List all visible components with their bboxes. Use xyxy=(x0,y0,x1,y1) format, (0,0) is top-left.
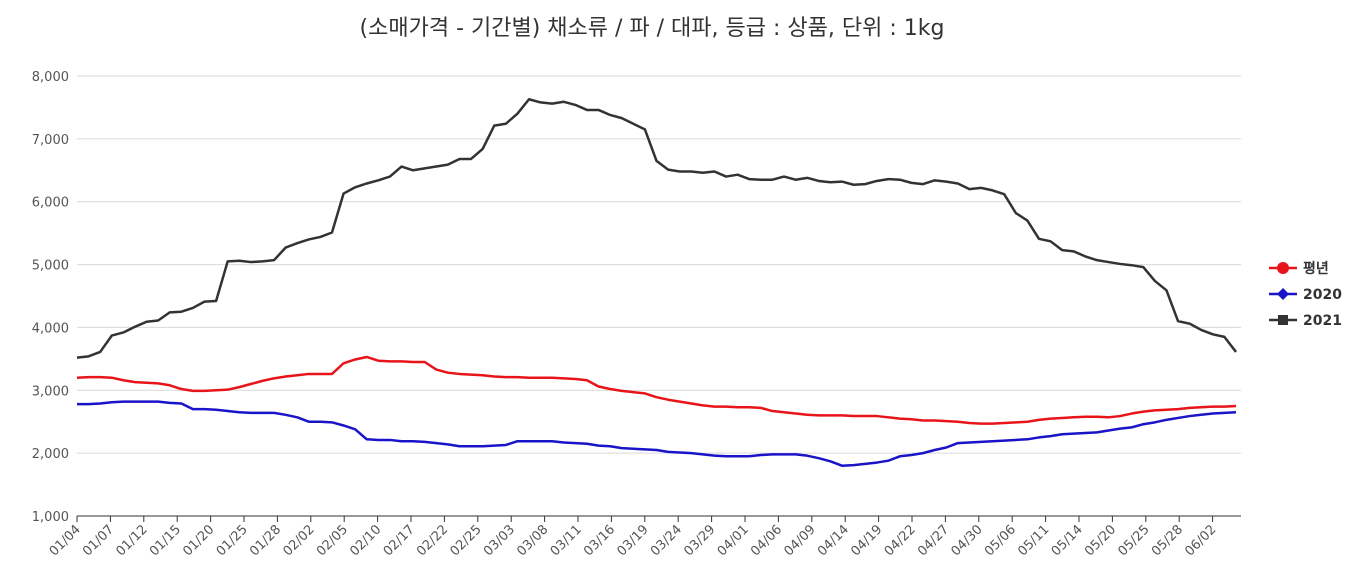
x-tick-label: 03/11 xyxy=(548,522,585,559)
x-tick-label: 03/19 xyxy=(615,522,652,559)
x-tick-label: 04/01 xyxy=(715,522,752,559)
x-tick-label: 02/05 xyxy=(314,522,351,559)
x-tick-label: 02/10 xyxy=(347,522,384,559)
x-axis-ticks: 01/0401/0701/1201/1501/2001/2501/2802/02… xyxy=(47,516,1219,559)
y-tick-label: 2,000 xyxy=(32,447,69,462)
x-tick-label: 06/02 xyxy=(1182,522,1219,559)
x-tick-label: 03/03 xyxy=(481,522,518,559)
legend-item[interactable]: 2021 xyxy=(1269,313,1342,329)
series-line-2021 xyxy=(76,98,1237,359)
x-tick-label: 03/16 xyxy=(581,522,618,559)
x-tick-label: 01/07 xyxy=(80,522,117,559)
legend-marker-circle xyxy=(1277,262,1289,274)
x-tick-label: 04/27 xyxy=(915,522,952,559)
x-tick-label: 04/06 xyxy=(748,522,785,559)
series-line-2020 xyxy=(77,400,1237,467)
y-tick-label: 1,000 xyxy=(32,510,69,525)
x-tick-label: 05/25 xyxy=(1116,522,1153,559)
x-tick-label: 04/19 xyxy=(848,522,885,559)
legend-item[interactable]: 평년 xyxy=(1269,260,1329,277)
series-line-평년 xyxy=(76,355,1237,425)
legend-label: 2020 xyxy=(1303,287,1342,303)
x-tick-label: 05/20 xyxy=(1082,522,1119,559)
x-tick-label: 01/25 xyxy=(214,522,251,559)
legend-label: 평년 xyxy=(1303,260,1329,277)
y-axis-ticks: 1,000 2,000 3,000 4,000 5,000 6,000 7,000 8,000 xyxy=(32,70,69,525)
x-tick-label: 03/08 xyxy=(514,522,551,559)
series-lines xyxy=(76,98,1237,467)
x-tick-label: 02/25 xyxy=(448,522,485,559)
x-tick-label: 04/30 xyxy=(949,522,986,559)
x-tick-label: 05/11 xyxy=(1015,522,1052,559)
chart-title: (소매가격 - 기간별) 채소류 / 파 / 대파, 등급 : 상품, 단위 :… xyxy=(360,16,945,41)
x-tick-label: 05/06 xyxy=(982,522,1019,559)
y-tick-label: 6,000 xyxy=(32,196,69,211)
x-tick-label: 01/15 xyxy=(147,522,184,559)
legend-marker-square xyxy=(1278,315,1288,325)
y-tick-label: 7,000 xyxy=(32,133,69,148)
y-tick-label: 4,000 xyxy=(32,321,69,336)
x-tick-label: 01/04 xyxy=(47,522,84,559)
x-tick-label: 02/22 xyxy=(414,522,451,559)
x-tick-label: 02/17 xyxy=(381,522,418,559)
y-tick-label: 3,000 xyxy=(32,384,69,399)
grid-lines xyxy=(77,75,1241,517)
x-tick-label: 01/28 xyxy=(247,522,284,559)
legend-label: 2021 xyxy=(1303,313,1342,329)
x-tick-label: 04/14 xyxy=(815,522,852,559)
x-tick-label: 05/28 xyxy=(1149,522,1186,559)
legend: 평년 2020 2021 xyxy=(1269,260,1342,329)
y-tick-label: 5,000 xyxy=(32,259,69,274)
y-tick-label: 8,000 xyxy=(32,70,69,85)
x-tick-label: 03/29 xyxy=(681,522,718,559)
x-tick-label: 01/20 xyxy=(180,522,217,559)
x-tick-label: 02/02 xyxy=(281,522,318,559)
x-tick-label: 05/14 xyxy=(1049,522,1086,559)
legend-item[interactable]: 2020 xyxy=(1269,287,1342,303)
x-tick-label: 01/12 xyxy=(114,522,151,559)
legend-marker-diamond xyxy=(1277,288,1289,300)
x-tick-label: 03/24 xyxy=(648,522,685,559)
x-tick-label: 04/22 xyxy=(882,522,919,559)
x-tick-label: 04/09 xyxy=(782,522,819,559)
